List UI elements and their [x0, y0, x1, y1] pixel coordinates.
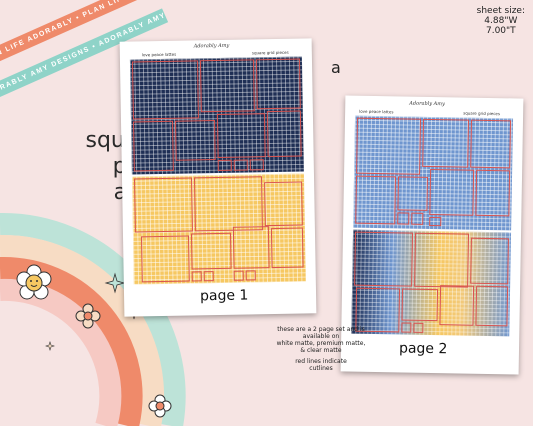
cutline-piece	[355, 175, 397, 225]
cutline-piece	[134, 177, 193, 233]
cutline-piece	[475, 285, 509, 327]
note-line-3: white matte, premium matte,	[276, 340, 366, 347]
cutline-piece	[266, 110, 302, 158]
sparkle-icon	[104, 272, 126, 294]
note-line-6: cutlines	[309, 365, 333, 372]
cutline-piece	[264, 181, 303, 227]
cutline-piece	[439, 285, 475, 326]
sheet-size-label: sheet size:	[476, 6, 525, 16]
cutline-piece	[233, 270, 244, 281]
sheet-left-header: love peace lattes	[359, 108, 394, 115]
cutline-piece	[133, 120, 174, 172]
cutline-piece	[131, 60, 199, 120]
cutline-piece	[356, 117, 422, 175]
sheet-right-header: square grid pieces	[251, 49, 289, 56]
sheet-size-height: 7.00"T	[485, 26, 516, 36]
cutline-piece	[141, 235, 190, 283]
page-1-caption: page 1	[199, 287, 249, 305]
sheet-page-1: Adorably Amy love peace lattes square gr…	[119, 38, 317, 317]
cutline-piece	[429, 168, 475, 216]
blue-grid-section	[353, 115, 514, 231]
note-line-5: red lines indicate	[295, 358, 347, 365]
cutline-piece	[397, 176, 429, 211]
note-line-2: available on	[302, 333, 340, 340]
cutline-piece	[475, 169, 511, 217]
cutline-piece	[232, 226, 270, 269]
flower-icon	[75, 303, 101, 329]
cutline-piece	[216, 113, 266, 159]
cutline-piece	[199, 59, 255, 113]
cutline-piece	[217, 159, 232, 172]
cutline-piece	[414, 232, 470, 288]
sheet-right-header: square grid pieces	[463, 110, 501, 117]
product-note: these are a 2 page set and is available …	[246, 326, 396, 372]
cutline-piece	[245, 270, 256, 281]
sheet-size-info: sheet size: 4.88"W 7.00"T	[477, 6, 525, 36]
cutline-piece	[193, 176, 263, 232]
gold-grid-section	[131, 173, 306, 285]
cutline-piece	[470, 237, 509, 285]
cutline-piece	[249, 159, 264, 171]
navy-grid-section	[129, 56, 304, 175]
cutline-piece	[203, 271, 214, 282]
flower-icon	[16, 264, 52, 300]
cutline-piece	[354, 231, 414, 287]
cutline-piece	[255, 58, 301, 110]
note-line-1: these are a 2 page set and is	[277, 326, 365, 333]
cutline-piece	[191, 271, 202, 282]
sheet-size-width: 4.88"W	[484, 16, 518, 26]
cutline-piece	[401, 288, 439, 322]
cutline-piece	[413, 322, 424, 333]
cutline-piece	[270, 227, 304, 269]
cutline-piece	[175, 120, 216, 161]
cutline-piece	[401, 322, 412, 333]
cutline-piece	[429, 216, 442, 227]
sheet-left-header: love peace lattes	[141, 51, 177, 58]
variant-letter: a	[331, 58, 341, 77]
sparkle-icon	[45, 341, 55, 351]
note-line-4: & clear matte	[300, 347, 342, 354]
cutline-piece	[411, 212, 424, 225]
rainbow-illustration	[0, 212, 186, 426]
cutline-piece	[233, 159, 248, 171]
brand-logo: Adorably Amy	[409, 100, 445, 108]
gradient-grid-section	[351, 229, 512, 337]
flower-icon	[148, 394, 172, 418]
cutline-piece	[397, 212, 410, 225]
cutline-piece	[470, 119, 512, 169]
brand-logo: Adorably Amy	[193, 42, 230, 50]
cutline-piece	[422, 118, 470, 168]
page-2-caption: page 2	[398, 340, 448, 358]
cutline-piece	[190, 232, 232, 270]
